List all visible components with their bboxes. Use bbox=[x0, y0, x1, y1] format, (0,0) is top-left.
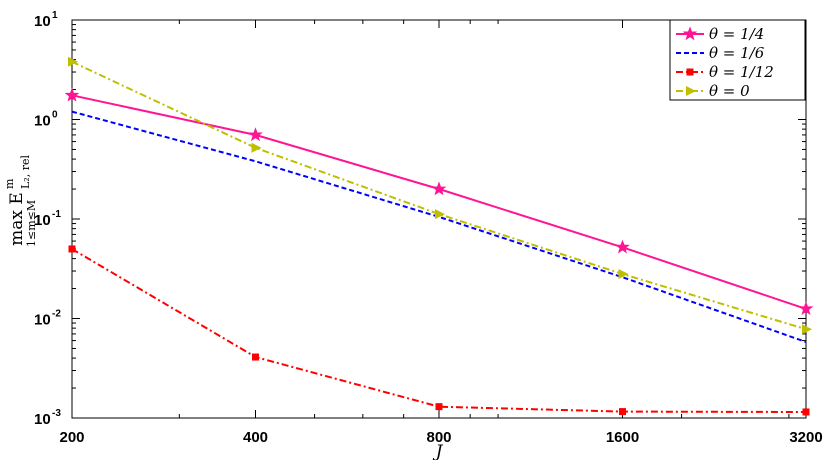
y-axis-label: max E 1≤m≤M m L₂, rel bbox=[3, 155, 38, 247]
y-axis-label-sub: 1≤m≤M bbox=[25, 200, 38, 247]
y-axis-label-main: max E bbox=[7, 192, 27, 246]
x-tick-label: 400 bbox=[243, 429, 268, 446]
x-tick-label: 1600 bbox=[606, 429, 639, 446]
legend: θ = 1/4θ = 1/6θ = 1/12θ = 0 bbox=[669, 19, 806, 101]
legend-label: θ = 1/12 bbox=[709, 63, 774, 81]
data-point bbox=[435, 209, 445, 220]
y-tick-exponent: -2 bbox=[52, 309, 61, 320]
y-tick-label: 10 bbox=[34, 312, 51, 329]
legend-marker bbox=[682, 26, 698, 41]
data-point bbox=[435, 403, 443, 411]
data-point bbox=[802, 408, 810, 416]
legend-label: θ = 1/4 bbox=[709, 25, 764, 43]
data-point bbox=[798, 301, 814, 316]
x-tick-label: 200 bbox=[59, 429, 84, 446]
y-tick-label: 10 bbox=[34, 113, 51, 130]
legend-label: θ = 0 bbox=[709, 82, 750, 100]
data-point bbox=[248, 127, 263, 142]
y-tick-exponent: -3 bbox=[52, 408, 61, 419]
legend-marker bbox=[686, 86, 696, 96]
x-axis-label: J bbox=[433, 442, 444, 460]
data-point bbox=[64, 87, 80, 102]
series-3 bbox=[68, 245, 810, 416]
y-tick-label: 10 bbox=[34, 411, 51, 428]
data-point bbox=[615, 239, 630, 254]
data-point bbox=[618, 269, 629, 280]
series-4 bbox=[68, 56, 812, 335]
y-axis-label-sup: m bbox=[3, 178, 16, 189]
legend-label: θ = 1/6 bbox=[709, 44, 765, 62]
y-tick-exponent: -1 bbox=[52, 209, 61, 220]
data-point bbox=[68, 245, 76, 253]
series-line bbox=[71, 60, 807, 331]
svg-text:max E: max E bbox=[7, 192, 27, 246]
data-point bbox=[431, 181, 447, 196]
y-tick-label: 10 bbox=[34, 212, 51, 229]
x-tick-label: 800 bbox=[426, 429, 451, 446]
series-1 bbox=[64, 87, 814, 316]
data-point bbox=[251, 142, 262, 153]
legend-marker bbox=[686, 68, 694, 76]
x-tick-labels: 200 400 800 1600 3200 bbox=[59, 429, 822, 446]
data-point bbox=[619, 408, 626, 416]
series-layer bbox=[64, 56, 814, 416]
data-point bbox=[802, 324, 812, 335]
data-point bbox=[252, 353, 259, 361]
y-axis-label-subscript: L₂, rel bbox=[19, 155, 32, 189]
y-tick-exponent: 1 bbox=[52, 10, 58, 21]
data-point bbox=[68, 56, 78, 67]
y-tick-label: 10 bbox=[34, 13, 51, 30]
series-line bbox=[71, 248, 807, 413]
x-tick-label: 3200 bbox=[789, 429, 822, 446]
y-tick-exponent: 0 bbox=[52, 110, 58, 121]
